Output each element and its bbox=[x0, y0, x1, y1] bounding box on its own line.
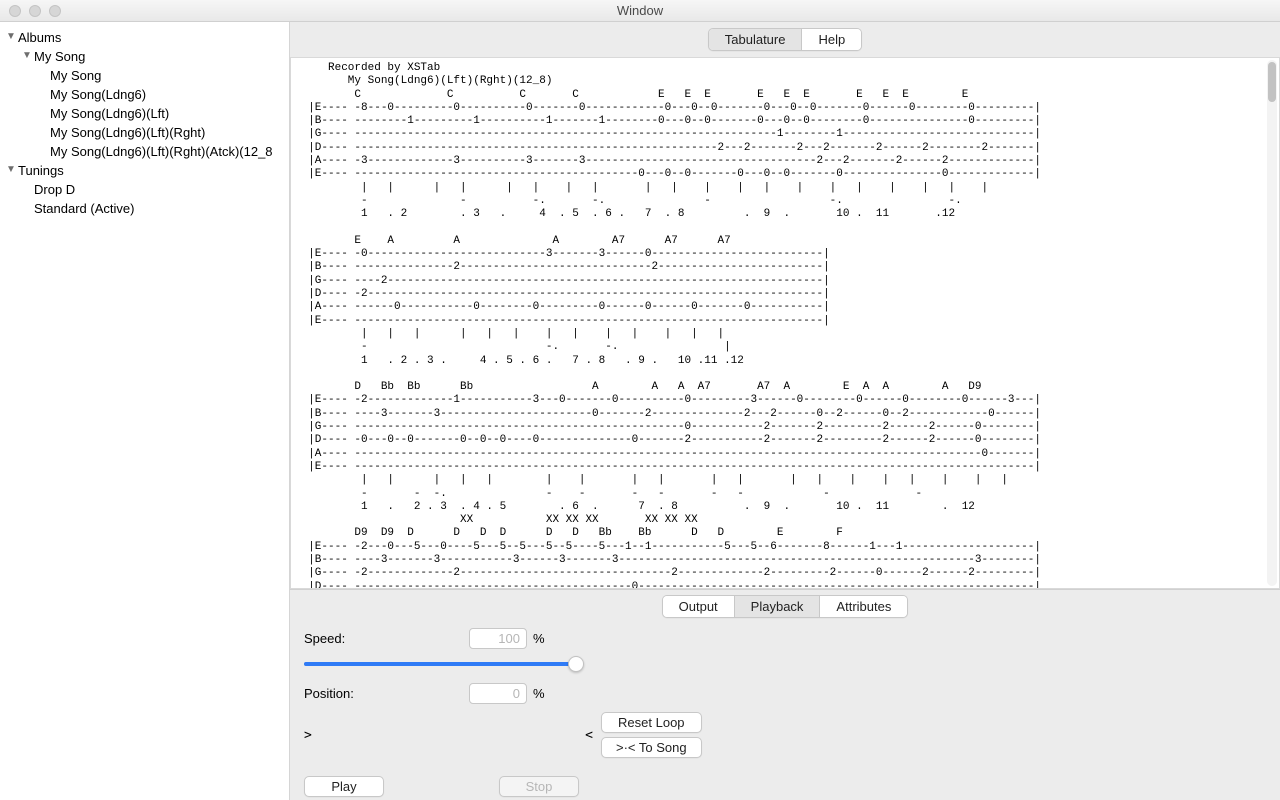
top-tabbar: Tabulature Help bbox=[290, 22, 1280, 58]
tuning-label: Standard (Active) bbox=[34, 201, 134, 216]
playback-controls: Speed: % Position: % > < bbox=[290, 618, 1280, 797]
tree-tuning-item[interactable]: Standard (Active) bbox=[0, 199, 289, 218]
play-row: Play Stop bbox=[304, 776, 1266, 797]
loop-end-marker: < bbox=[571, 728, 593, 743]
tab-scroll[interactable]: Recorded by XSTab My Song(Ldng6)(Lft)(Rg… bbox=[291, 58, 1265, 588]
loop-start-marker: > bbox=[304, 728, 326, 743]
zoom-icon[interactable] bbox=[49, 5, 61, 17]
bottom-segmented: Output Playback Attributes bbox=[662, 595, 909, 618]
disclosure-icon: ▼ bbox=[22, 50, 34, 61]
tuning-label: Drop D bbox=[34, 182, 75, 197]
song-label: My Song bbox=[50, 68, 101, 83]
position-label: Position: bbox=[304, 686, 469, 701]
stop-button[interactable]: Stop bbox=[499, 776, 579, 797]
titlebar: Window bbox=[0, 0, 1280, 22]
tab-output[interactable]: Output bbox=[663, 596, 734, 617]
tree-song-item[interactable]: My Song(Ldng6)(Lft) bbox=[0, 104, 289, 123]
tree-song-item[interactable]: My Song(Ldng6)(Lft)(Rght)(Atck)(12_8 bbox=[0, 142, 289, 161]
play-button[interactable]: Play bbox=[304, 776, 384, 797]
traffic-lights bbox=[0, 5, 61, 17]
reset-loop-button[interactable]: Reset Loop bbox=[601, 712, 702, 733]
speed-label: Speed: bbox=[304, 631, 469, 646]
speed-row: Speed: % bbox=[304, 628, 1266, 649]
tab-playback[interactable]: Playback bbox=[734, 596, 820, 617]
tree-song-item[interactable]: My Song(Ldng6)(Lft)(Rght) bbox=[0, 123, 289, 142]
window-title: Window bbox=[0, 3, 1280, 18]
song-group-label: My Song bbox=[34, 49, 85, 64]
loop-row: > < Reset Loop >·< To Song bbox=[304, 712, 1266, 758]
bottom-tabbar: Output Playback Attributes bbox=[290, 590, 1280, 618]
loop-buttons: Reset Loop >·< To Song bbox=[601, 712, 702, 758]
albums-label: Albums bbox=[18, 30, 61, 45]
tab-help[interactable]: Help bbox=[801, 29, 861, 50]
song-label: My Song(Ldng6)(Lft) bbox=[50, 106, 169, 121]
tab-area: Recorded by XSTab My Song(Ldng6)(Lft)(Rg… bbox=[290, 58, 1280, 589]
tunings-label: Tunings bbox=[18, 163, 64, 178]
content: ▼ Albums ▼ My Song My Song My Song(Ldng6… bbox=[0, 22, 1280, 800]
tree-tunings[interactable]: ▼ Tunings bbox=[0, 161, 289, 180]
top-segmented: Tabulature Help bbox=[708, 28, 862, 51]
disclosure-icon: ▼ bbox=[6, 164, 18, 175]
close-icon[interactable] bbox=[9, 5, 21, 17]
tree-song-item[interactable]: My Song bbox=[0, 66, 289, 85]
main: Tabulature Help Recorded by XSTab My Son… bbox=[290, 22, 1280, 800]
tab-tabulature[interactable]: Tabulature bbox=[709, 29, 802, 50]
scrollbar-thumb[interactable] bbox=[1268, 62, 1276, 102]
bottom-panel: Output Playback Attributes Speed: % P bbox=[290, 589, 1280, 800]
position-input[interactable] bbox=[469, 683, 527, 704]
tree-song-item[interactable]: My Song(Ldng6) bbox=[0, 85, 289, 104]
disclosure-icon: ▼ bbox=[6, 31, 18, 42]
slider-fill bbox=[304, 662, 576, 666]
scrollbar[interactable] bbox=[1267, 60, 1277, 586]
tree-song-group[interactable]: ▼ My Song bbox=[0, 47, 289, 66]
song-label: My Song(Ldng6)(Lft)(Rght)(Atck)(12_8 bbox=[50, 144, 273, 159]
speed-input[interactable] bbox=[469, 628, 527, 649]
tree-albums[interactable]: ▼ Albums bbox=[0, 28, 289, 47]
speed-unit: % bbox=[533, 631, 545, 646]
to-song-button[interactable]: >·< To Song bbox=[601, 737, 702, 758]
tab-attributes[interactable]: Attributes bbox=[819, 596, 907, 617]
sidebar: ▼ Albums ▼ My Song My Song My Song(Ldng6… bbox=[0, 22, 290, 800]
minimize-icon[interactable] bbox=[29, 5, 41, 17]
song-label: My Song(Ldng6) bbox=[50, 87, 146, 102]
speed-slider[interactable] bbox=[304, 655, 576, 673]
song-label: My Song(Ldng6)(Lft)(Rght) bbox=[50, 125, 205, 140]
position-row: Position: % bbox=[304, 683, 1266, 704]
tree-tuning-item[interactable]: Drop D bbox=[0, 180, 289, 199]
slider-thumb[interactable] bbox=[568, 656, 584, 672]
position-unit: % bbox=[533, 686, 545, 701]
tab-text: Recorded by XSTab My Song(Ldng6)(Lft)(Rg… bbox=[291, 58, 1265, 588]
